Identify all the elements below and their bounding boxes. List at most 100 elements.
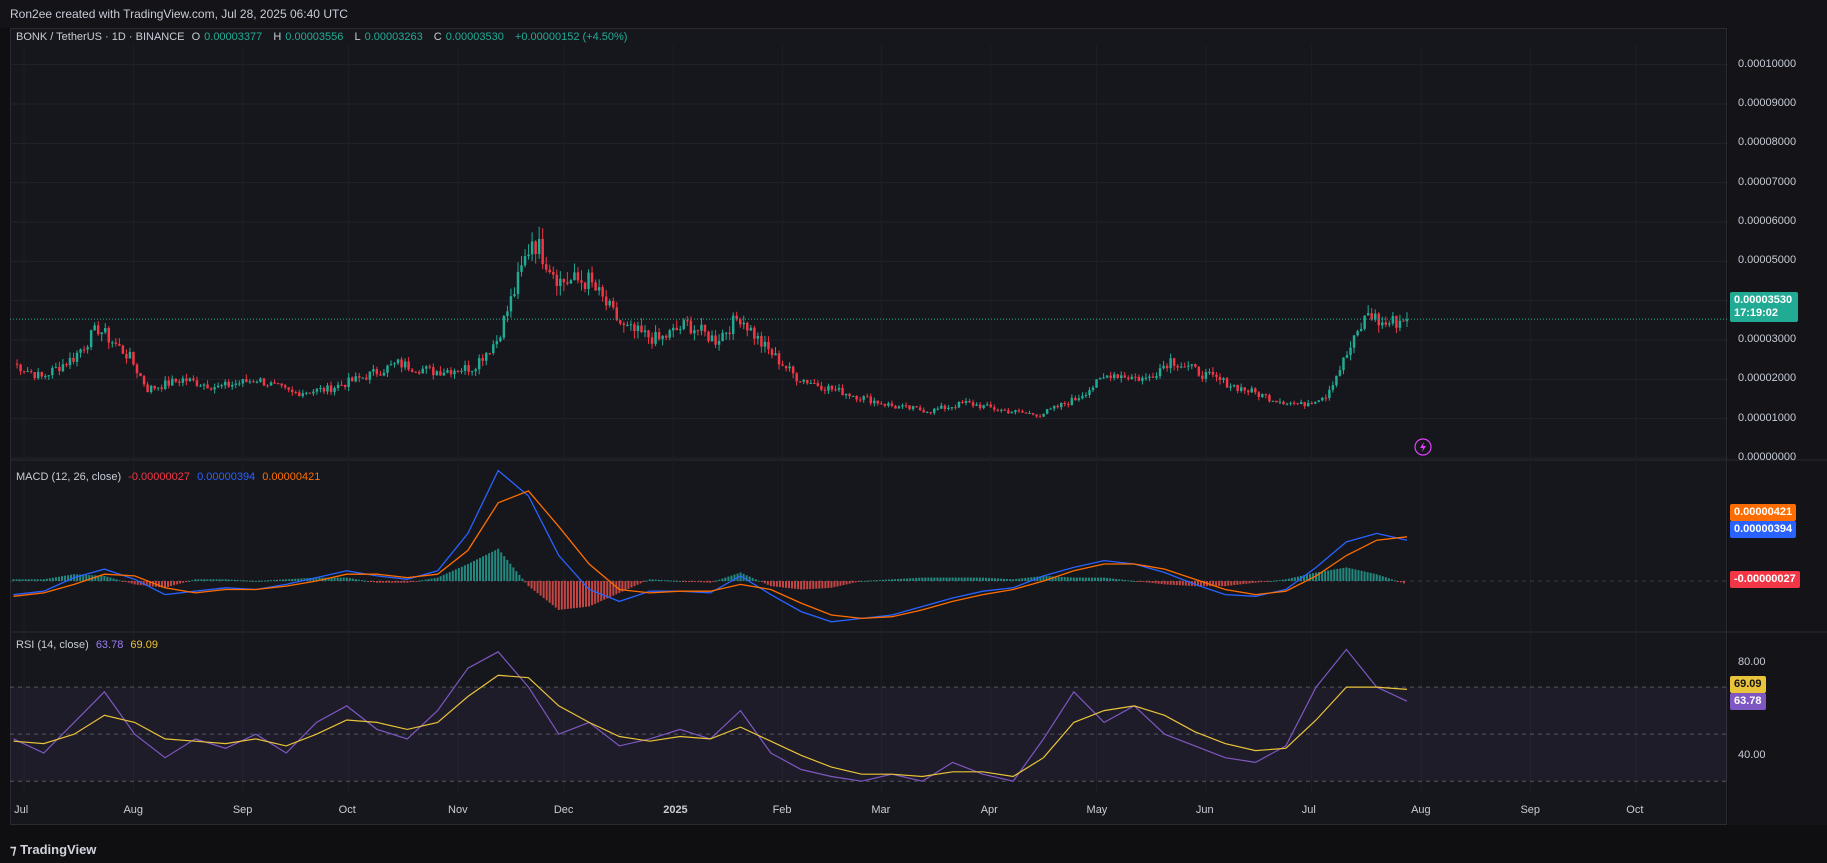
candle-body xyxy=(548,269,551,273)
macd-histogram-bar xyxy=(1384,577,1387,581)
macd-histogram-bar xyxy=(715,580,718,582)
macd-histogram-bar xyxy=(1090,577,1093,581)
macd-histogram-bar xyxy=(1021,578,1024,581)
macd-histogram-bar xyxy=(1360,570,1363,581)
candle-body xyxy=(1017,410,1021,412)
candle-body xyxy=(802,379,805,382)
macd-histogram-bar xyxy=(972,577,975,581)
macd-hist-tag: -0.00000027 xyxy=(1730,571,1800,588)
candle-body xyxy=(936,408,940,410)
macd-histogram-bar xyxy=(739,572,742,581)
macd-histogram-bar xyxy=(1257,581,1260,583)
header-bar: Ron2ee created with TradingView.com, Jul… xyxy=(0,0,1827,28)
macd-histogram-bar xyxy=(906,578,909,581)
candle-body xyxy=(534,241,537,255)
macd-histogram-bar xyxy=(469,562,472,581)
candle-body xyxy=(312,391,315,394)
macd-title[interactable]: MACD (12, 26, close) xyxy=(16,471,122,483)
candle-body xyxy=(379,374,382,376)
macd-histogram-bar xyxy=(1224,581,1227,587)
macd-histogram-bar xyxy=(300,578,303,581)
candle-body xyxy=(664,335,668,338)
macd-histogram-bar xyxy=(418,580,421,582)
candle-body xyxy=(950,407,954,409)
candle-body xyxy=(643,330,647,333)
macd-histogram-bar xyxy=(915,577,918,581)
macd-histogram-bar xyxy=(379,581,382,583)
macd-histogram-bar xyxy=(648,579,651,581)
candle-body xyxy=(1208,371,1211,373)
candle-body xyxy=(301,393,305,397)
candle-body xyxy=(767,341,770,350)
candle-body xyxy=(1088,390,1091,395)
candle-body xyxy=(700,324,703,331)
macd-histogram-bar xyxy=(70,574,73,581)
macd-histogram-bar xyxy=(194,579,197,581)
macd-histogram-bar xyxy=(1366,572,1369,581)
candle-body xyxy=(231,384,234,387)
macd-histogram-bar xyxy=(1284,579,1287,581)
rsi-tag: 63.78 xyxy=(1730,693,1766,710)
time-tick-label: Oct xyxy=(338,804,356,816)
candle-body xyxy=(185,378,188,382)
candle-body xyxy=(72,357,75,362)
price-tick-label: 0.00006000 xyxy=(1738,215,1797,227)
candle-body xyxy=(142,376,146,385)
candle-body xyxy=(601,287,604,297)
candle-body xyxy=(1169,358,1172,369)
macd-histogram-bar xyxy=(442,574,445,581)
candle-body xyxy=(223,381,227,386)
macd-histogram-bar xyxy=(160,581,163,588)
candle-body xyxy=(135,364,139,374)
candle-body xyxy=(1119,375,1123,379)
candle-body xyxy=(597,287,601,291)
macd-histogram-bar xyxy=(1106,577,1109,581)
macd-histogram-bar xyxy=(76,574,79,581)
rsi-legend: RSI (14, close) 63.78 69.09 xyxy=(16,639,162,651)
candle-body xyxy=(668,330,671,338)
macd-histogram-bar xyxy=(981,577,984,581)
macd-histogram-bar xyxy=(1151,581,1154,584)
time-tick-label: Aug xyxy=(1411,804,1431,816)
rsi-value: 63.78 xyxy=(95,639,124,651)
macd-histogram-bar xyxy=(660,579,663,581)
candle-body xyxy=(269,382,273,386)
tradingview-logo[interactable]: ⁊ TradingView xyxy=(10,842,96,858)
candle-body xyxy=(851,395,855,397)
candle-body xyxy=(795,373,798,382)
candle-body xyxy=(520,265,523,272)
macd-histogram-bar xyxy=(457,568,460,581)
candle-body xyxy=(1398,320,1402,328)
candle-body xyxy=(340,384,343,386)
macd-histogram-bar xyxy=(912,578,915,581)
macd-histogram-bar xyxy=(681,581,684,582)
macd-histogram-bar xyxy=(1278,579,1281,581)
macd-histogram-bar xyxy=(330,577,333,581)
candle-body xyxy=(580,280,583,283)
macd-histogram-bar xyxy=(1142,581,1145,583)
macd-histogram-bar xyxy=(366,581,369,582)
candle-body xyxy=(703,324,707,332)
macd-histogram-bar xyxy=(578,581,581,608)
candle-body xyxy=(241,379,245,384)
candle-body xyxy=(880,403,883,405)
candle-body xyxy=(1236,384,1239,391)
price-tick-label: 0.00005000 xyxy=(1738,254,1797,267)
macd-histogram-bar xyxy=(288,579,291,581)
candle-body xyxy=(922,410,925,413)
macd-histogram-bar xyxy=(157,581,160,588)
candle-body xyxy=(1299,402,1303,404)
candle-body xyxy=(29,371,33,373)
candle-body xyxy=(1381,322,1384,326)
macd-histogram-bar xyxy=(188,581,191,582)
legend-symbol[interactable]: BONK / TetherUS · 1D · BINANCE xyxy=(16,31,185,43)
candle-body xyxy=(393,363,396,365)
macd-histogram-bar xyxy=(248,580,251,582)
macd-histogram-bar xyxy=(884,579,887,581)
macd-histogram-bar xyxy=(712,581,715,582)
macd-histogram-bar xyxy=(1218,581,1221,587)
candle-body xyxy=(61,364,65,372)
rsi-title[interactable]: RSI (14, close) xyxy=(16,639,89,651)
candle-body xyxy=(1010,412,1014,414)
